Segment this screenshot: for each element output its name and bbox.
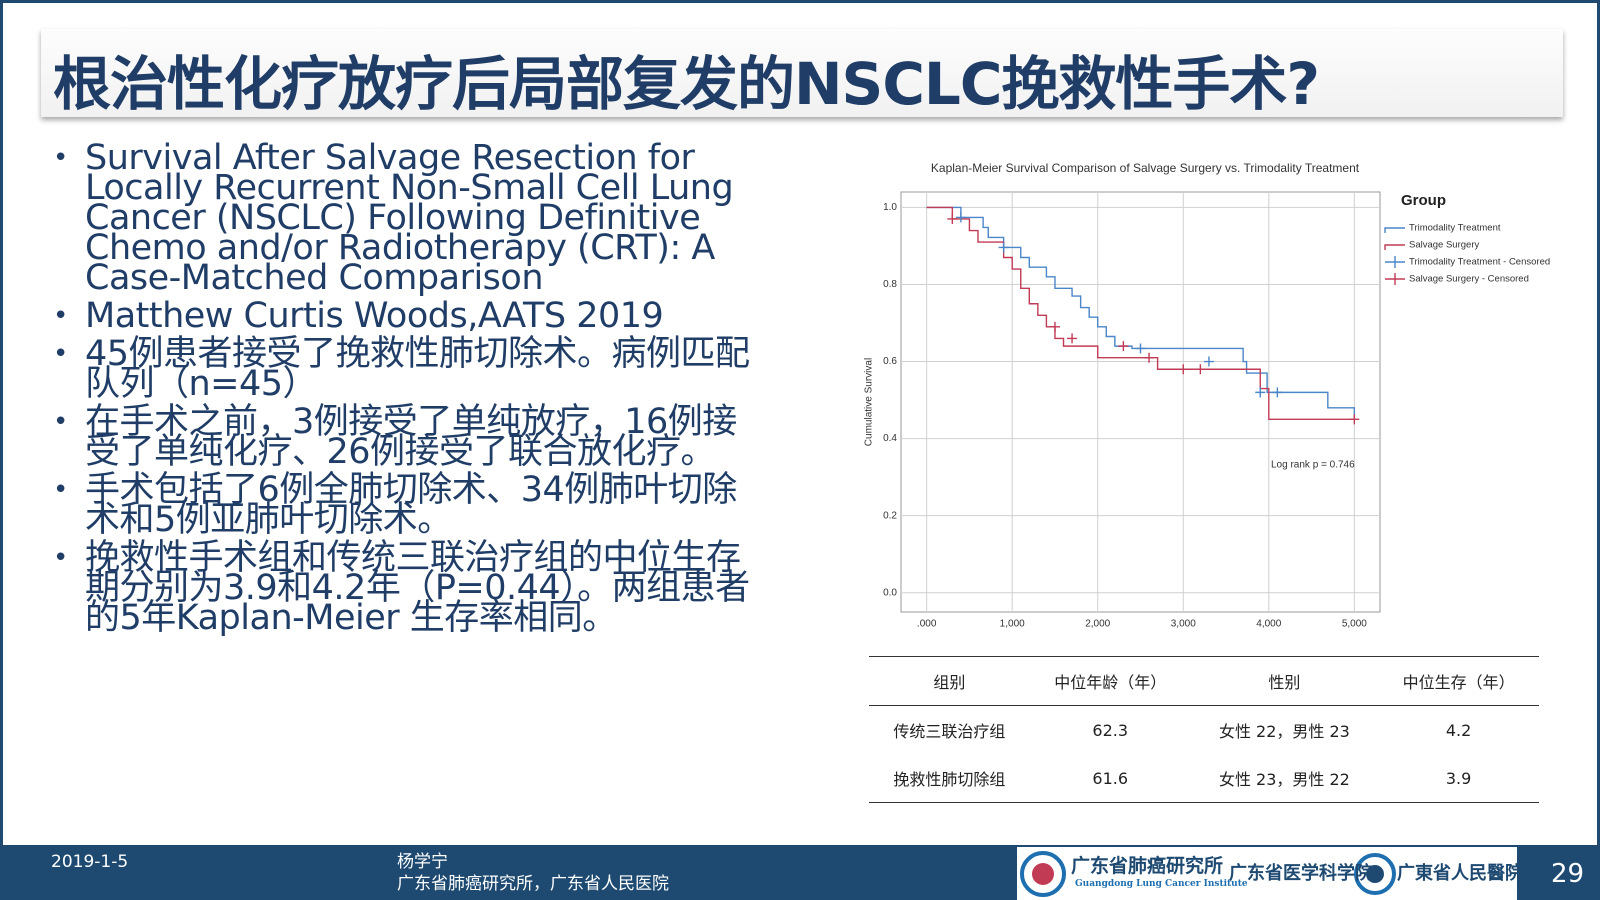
bullet-list: Survival After Salvage Resection for Loc… xyxy=(53,141,753,641)
bullet: Survival After Salvage Resection for Loc… xyxy=(53,141,753,296)
page-number: 29 xyxy=(1551,859,1585,889)
legend-title: Group xyxy=(1401,192,1446,209)
cell: 61.6 xyxy=(1092,768,1129,788)
header-cell: 中位生存（年） xyxy=(1402,673,1515,692)
author: 杨学宁 xyxy=(397,852,448,872)
cell: 3.9 xyxy=(1445,768,1472,788)
survival-curve xyxy=(926,206,1355,421)
table-row: 挽救性肺切除组 61.6 女性 23，男性 22 3.9 xyxy=(869,754,1539,803)
logo-text: 广東省人民醫院 xyxy=(1397,863,1523,884)
legend-label: Salvage Surgery - Censored xyxy=(1409,274,1529,285)
legend-swatch xyxy=(1384,227,1405,233)
table-row: 传统三联治疗组 62.3 女性 22，男性 23 4.2 xyxy=(869,706,1539,755)
x-tick-label: .000 xyxy=(917,619,937,630)
logo-icons xyxy=(1020,851,1396,897)
censor-mark xyxy=(1067,333,1078,344)
logo-text: 广东省医学科学院 xyxy=(1229,863,1373,884)
x-tick-label: 5,000 xyxy=(1342,619,1367,630)
bullet: Matthew Curtis Woods,AATS 2019 xyxy=(53,299,753,334)
cell: 62.3 xyxy=(1092,720,1129,740)
x-tick-label: 3,000 xyxy=(1171,619,1196,630)
censor-mark xyxy=(1118,341,1129,352)
y-tick-label: 0.2 xyxy=(883,510,897,521)
legend-label: Trimodality Treatment - Censored xyxy=(1409,257,1550,268)
legend-label: Trimodality Treatment xyxy=(1409,223,1501,234)
legend-label: Salvage Surgery xyxy=(1409,240,1479,251)
logos: 广东省肺癌研究所 Guangdong Lung Cancer Institute… xyxy=(1017,847,1523,900)
summary-table: 组别 中位年龄（年） 性别 中位生存（年） 传统三联治疗组 62.3 女性 22… xyxy=(869,656,1539,803)
affiliation: 广东省肺癌研究所，广东省人民医院 xyxy=(397,874,669,894)
y-tick-label: 0.6 xyxy=(883,356,897,367)
legend-swatch xyxy=(1385,273,1405,285)
censor-mark xyxy=(1195,364,1206,375)
logo-text: 广东省肺癌研究所 xyxy=(1071,855,1224,877)
cell: 女性 22，男性 23 xyxy=(1218,722,1350,741)
cell: 女性 23，男性 22 xyxy=(1218,770,1350,789)
x-tick-label: 2,000 xyxy=(1085,619,1110,630)
y-tick-label: 1.0 xyxy=(883,202,897,213)
censor-mark xyxy=(1135,343,1146,354)
plot-area xyxy=(900,191,1381,613)
km-chart: Kaplan-Meier Survival Comparison of Salv… xyxy=(864,161,1551,630)
censor-mark xyxy=(1272,387,1283,398)
survival-curve xyxy=(926,206,1356,420)
censor-mark xyxy=(1178,364,1189,375)
censor-mark xyxy=(1144,352,1155,363)
annotation: Log rank p = 0.746 xyxy=(1271,460,1355,471)
table-header: 组别 中位年龄（年） 性别 中位生存（年） xyxy=(869,656,1539,706)
footer: 2019-1-5 杨学宁 广东省肺癌研究所，广东省人民医院 广东省肺癌研究所 G… xyxy=(3,845,1597,900)
logo-text: Guangdong Lung Cancer Institute xyxy=(1075,879,1248,889)
censor-mark xyxy=(947,213,958,224)
bullet: 45例患者接受了挽救性肺切除术。病例匹配队列（n=45） xyxy=(53,337,753,402)
x-tick-label: 1,000 xyxy=(1000,619,1025,630)
x-tick-label: 4,000 xyxy=(1256,619,1281,630)
header-cell: 中位年龄（年） xyxy=(1054,673,1167,692)
censor-mark xyxy=(1049,321,1060,332)
slide-title: 根治性化疗放疗后局部复发的NSCLC挽救性手术? xyxy=(53,50,1320,118)
bullet: 手术包括了6例全肺切除术、34例肺叶切除术和5例亚肺叶切除术。 xyxy=(53,473,753,538)
chart-title: Kaplan-Meier Survival Comparison of Salv… xyxy=(931,161,1360,175)
bullet: 在手术之前，3例接受了单纯放疗，16例接受了单纯化疗、26例接受了联合放化疗。 xyxy=(53,405,753,470)
cell: 挽救性肺切除组 xyxy=(893,770,1006,789)
legend-swatch xyxy=(1385,256,1405,268)
bullet: 挽救性手术组和传统三联治疗组的中位生存期分别为3.9和4.2年（P=0.44）。… xyxy=(53,541,753,636)
header-cell: 组别 xyxy=(933,673,966,692)
legend-swatch xyxy=(1384,244,1405,250)
censor-mark xyxy=(1255,387,1266,398)
title-bar: 根治性化疗放疗后局部复发的NSCLC挽救性手术? xyxy=(41,29,1563,118)
date: 2019-1-5 xyxy=(51,852,129,872)
header-cell: 性别 xyxy=(1268,673,1301,692)
censor-mark xyxy=(998,242,1009,253)
censor-mark xyxy=(955,212,966,223)
y-axis-label: Cumulative Survival xyxy=(864,358,875,446)
y-tick-label: 0.0 xyxy=(883,587,897,598)
censor-mark xyxy=(1349,414,1360,425)
cell: 4.2 xyxy=(1445,720,1472,740)
censor-mark xyxy=(1203,356,1214,367)
y-tick-label: 0.4 xyxy=(883,433,897,444)
y-tick-label: 0.8 xyxy=(883,279,897,290)
cell: 传统三联治疗组 xyxy=(893,722,1006,741)
